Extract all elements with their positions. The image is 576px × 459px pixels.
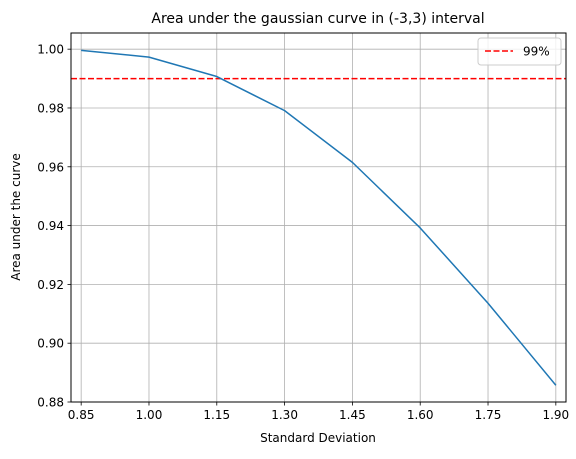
y-axis-label: Area under the curve <box>9 153 23 281</box>
x-tick-label: 1.60 <box>407 408 434 422</box>
chart-title: Area under the gaussian curve in (-3,3) … <box>151 11 484 27</box>
x-tick-label: 1.30 <box>271 408 298 422</box>
x-tick-label: 0.85 <box>68 408 95 422</box>
x-tick-label: 1.00 <box>136 408 163 422</box>
y-tick-label: 0.96 <box>37 160 64 174</box>
x-tick-label: 1.90 <box>542 408 569 422</box>
y-tick-label: 0.88 <box>37 396 64 410</box>
legend: 99% <box>478 38 561 65</box>
legend-label-99-percent: 99% <box>523 45 550 59</box>
y-tick-label: 0.94 <box>37 219 64 233</box>
y-tick-label: 0.98 <box>37 101 64 115</box>
y-tick-label: 0.92 <box>37 278 64 292</box>
y-tick-label: 1.00 <box>37 43 64 57</box>
y-tick-label: 0.90 <box>37 337 64 351</box>
x-tick-label: 1.15 <box>203 408 230 422</box>
x-tick-label: 1.45 <box>339 408 366 422</box>
x-axis-label: Standard Deviation <box>260 431 376 445</box>
x-tick-label: 1.75 <box>475 408 502 422</box>
